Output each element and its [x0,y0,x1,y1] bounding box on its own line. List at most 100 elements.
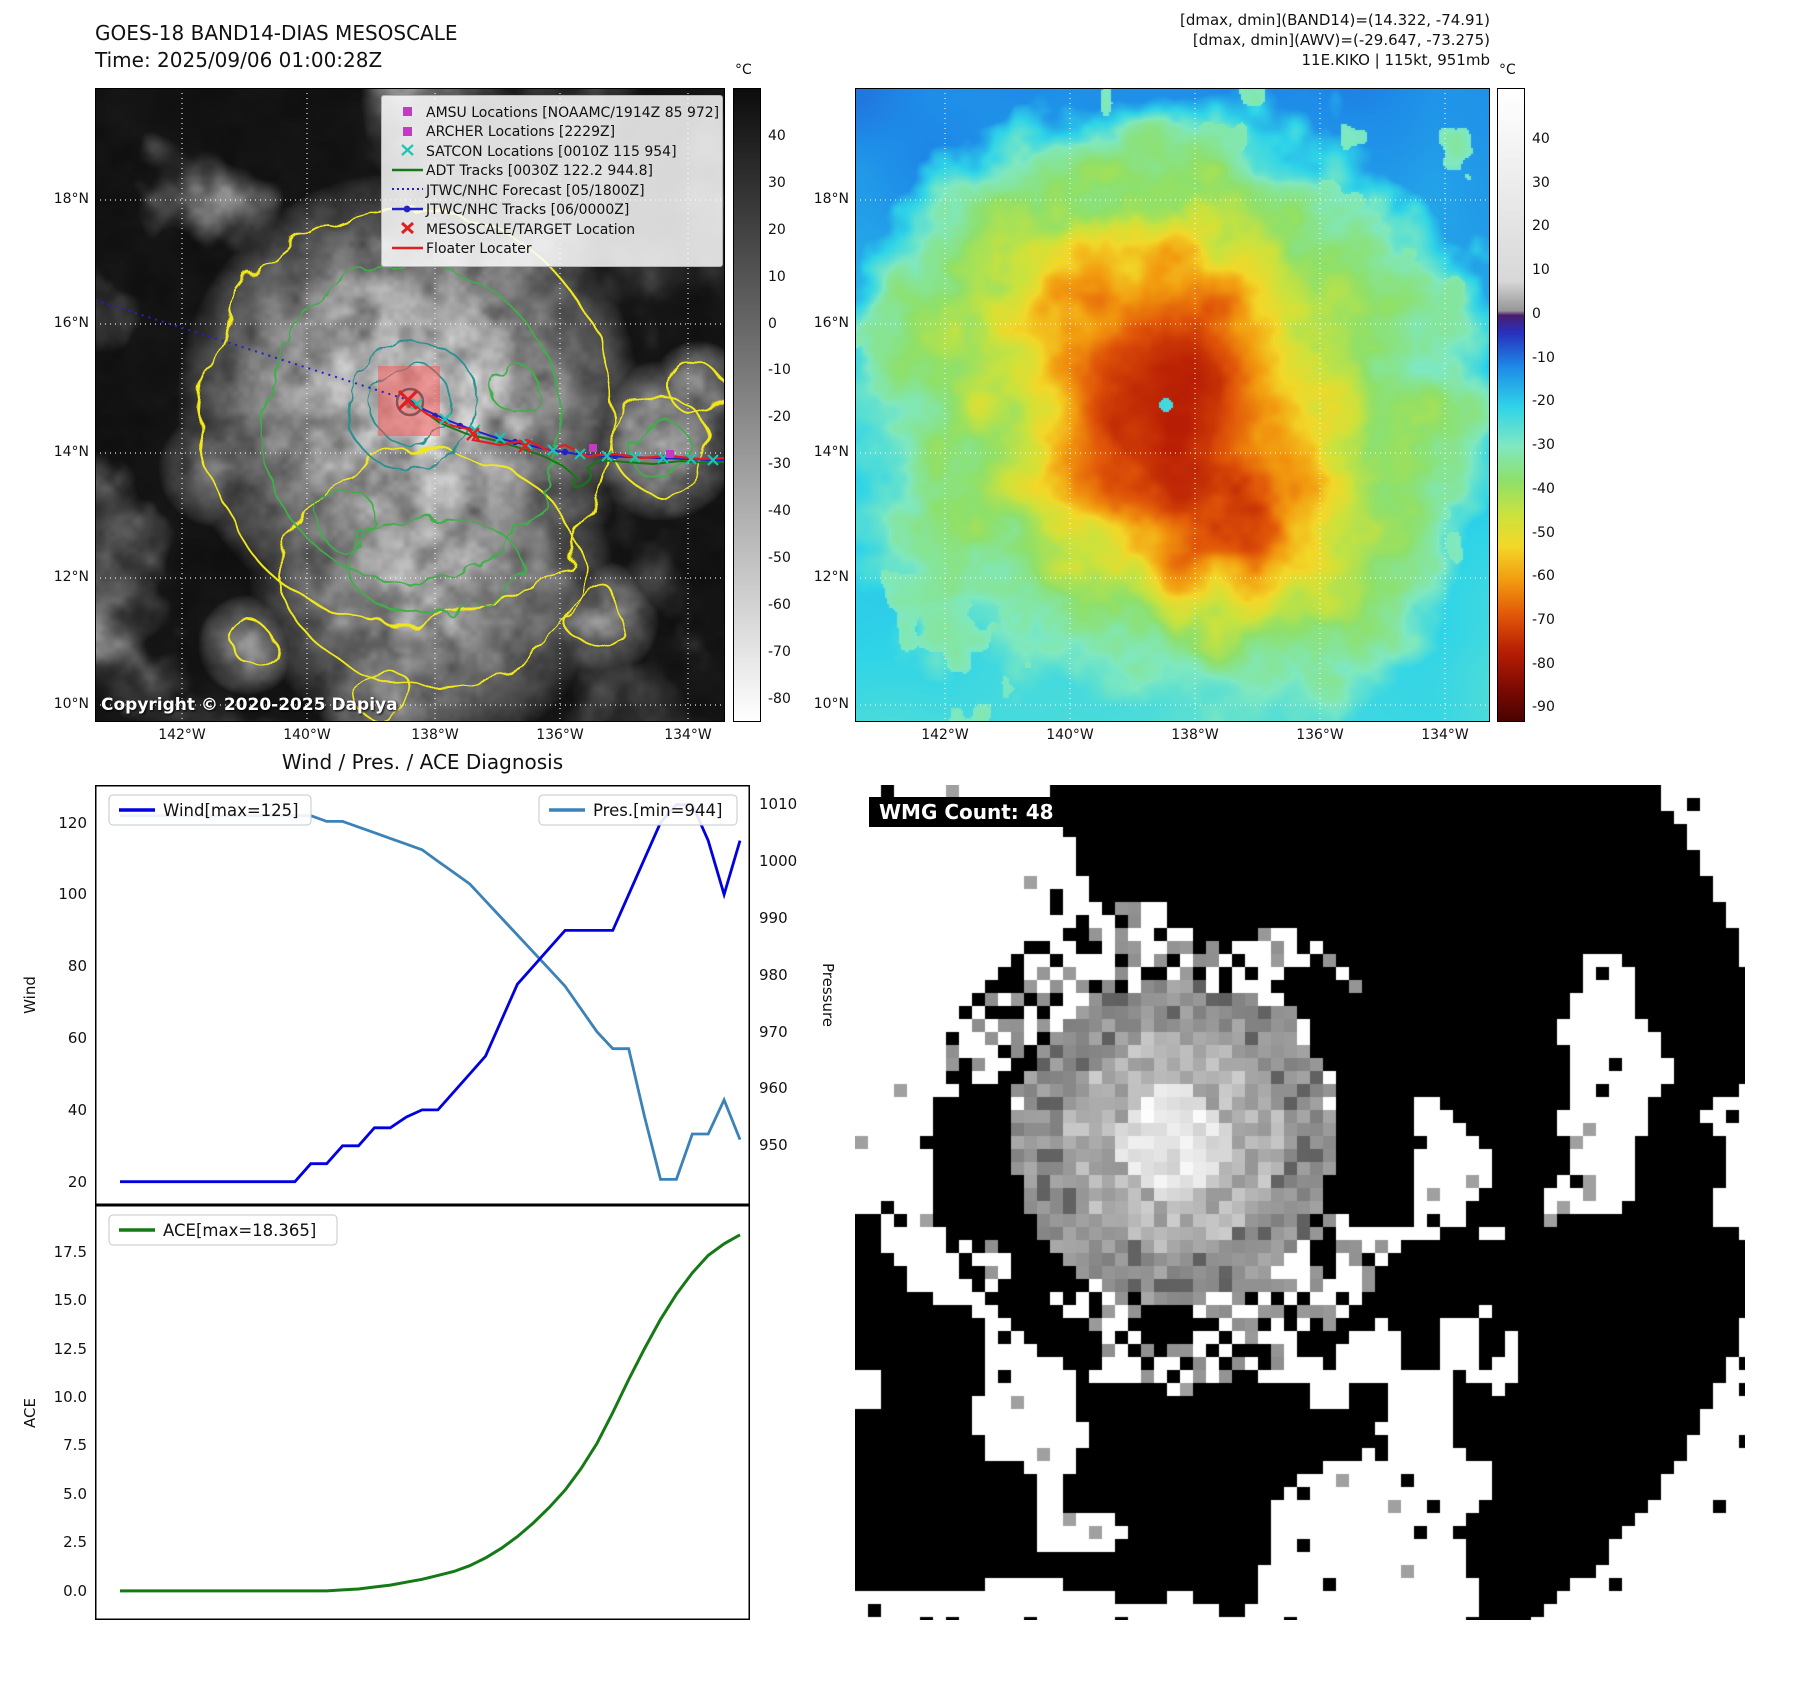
ace-chart: ACE[max=18.365] [95,1205,750,1620]
band14-colorbar [733,88,761,722]
legend-marker-line-icon [390,240,426,259]
awv-header-block: [dmax, dmin](BAND14)=(14.322, -74.91) [d… [1180,10,1490,70]
lon-label: 140°W [283,727,331,743]
lon-label: 134°W [1421,727,1469,743]
wind-ytick-label: 120 [58,813,87,832]
pressure-legend: Pres.[min=944] [538,794,738,826]
colorbar-tick-label: -60 [1532,568,1555,585]
wind-axis-label: Wind [21,976,39,1014]
pressure-axis-label: Pressure [819,962,837,1028]
mesoscale-target-markers [397,389,532,453]
colorbar-tick-label: -60 [768,597,791,614]
legend-item: JTWC/NHC Forecast [05/1800Z] [390,181,714,201]
wind-ytick-label: 40 [67,1100,87,1119]
lat-label: 18°N [813,191,849,207]
ace-line [120,1233,741,1593]
legend-item-label: MESOSCALE/TARGET Location [426,221,636,238]
colorbar-tick-label: -40 [768,503,791,520]
map-frame [855,88,1490,722]
legend-item: AMSU Locations [NOAAMC/1914Z 85 972] [390,103,719,123]
wind-pressure-chart: Wind[max=125] Pres.[min=944] [95,785,750,1205]
legend-marker-x-bold-icon [390,220,426,239]
ir-contours-yellow [202,207,720,722]
ace-ytick-label: 5.0 [63,1484,87,1503]
colorbar-tick-label: -80 [1532,655,1555,672]
pressure-ytick-label: 990 [759,908,788,927]
band14-colorbar-unit: °C [735,62,752,78]
lon-label: 142°W [921,727,969,743]
awv-header-band14: [dmax, dmin](BAND14)=(14.322, -74.91) [1179,11,1490,29]
adt-track-line [407,399,725,488]
copyright-label: Copyright © 2020-2025 Dapiya [101,695,398,715]
colorbar-tick-label: -70 [1532,611,1555,628]
awv-satellite-image [855,88,1490,722]
pressure-ytick-label: 960 [759,1079,788,1098]
map-frame [95,88,725,722]
lon-label: 138°W [1171,727,1219,743]
lat-label: 16°N [53,315,89,331]
colorbar-tick-label: -40 [1532,480,1555,497]
wind-ytick-label: 20 [67,1172,87,1191]
legend-marker-line-dot-icon [390,201,426,220]
colorbar-tick-label: 20 [768,221,786,238]
legend-item: ARCHER Locations [2229Z] [390,123,714,143]
pressure-ytick-label: 1000 [759,852,798,871]
awv-satellite-map [855,88,1490,722]
amsu-archer-markers [589,444,674,458]
lat-label: 10°N [813,696,849,712]
ace-ytick-label: 10.0 [53,1387,87,1406]
pressure-legend-label: Pres.[min=944] [593,801,722,820]
lat-label: 16°N [813,315,849,331]
ace-ytick-label: 7.5 [63,1436,87,1455]
ace-ytick-label: 17.5 [53,1242,87,1261]
awv-colorbar-unit: °C [1499,62,1516,78]
ace-ytick-label: 15.0 [53,1291,87,1310]
colorbar-tick-label: 0 [1532,305,1541,322]
legend-item-label: ARCHER Locations [2229Z] [426,124,616,141]
map-gridlines [855,88,1490,722]
lon-label: 138°W [411,727,459,743]
band14-time: Time: 2025/09/06 01:00:28Z [95,48,383,72]
colorbar-tick-label: 10 [1532,262,1550,279]
colorbar-tick-label: -30 [1532,437,1555,454]
legend-item-label: SATCON Locations [0010Z 115 954] [426,143,677,160]
legend-marker-square-icon [390,103,426,122]
lat-label: 10°N [53,696,89,712]
wmg-pixel-image [855,785,1745,1620]
band14-satellite-map: AMSU Locations [NOAAMC/1914Z 85 972] ARCH… [95,88,725,722]
awv-overlay [855,88,1490,722]
satcon-markers [411,398,719,466]
band14-title: GOES-18 BAND14-DIAS MESOSCALE [95,21,458,45]
chart-frame [95,1205,750,1620]
legend-marker-dotted-icon [390,181,426,200]
jtwc-forecast-line [95,299,409,401]
legend-item: Floater Locater [390,240,714,260]
wind-ytick-label: 60 [67,1029,87,1048]
awv-colorbar [1497,88,1525,722]
lat-label: 18°N [53,191,89,207]
wmg-panel: WMG Count: 48 [855,785,1745,1620]
legend-item: SATCON Locations [0010Z 115 954] [390,142,714,162]
ir-contours-teal [346,339,480,473]
chart-frame [95,785,750,1205]
pressure-ytick-label: 1010 [759,795,798,814]
legend-marker-square-icon [390,123,426,142]
lat-label: 12°N [813,569,849,585]
colorbar-tick-label: 0 [768,315,777,332]
colorbar-tick-label: -30 [768,456,791,473]
wind-line [120,803,742,1184]
band14-title-block: GOES-18 BAND14-DIAS MESOSCALE Time: 2025… [95,20,458,74]
band14-legend: AMSU Locations [NOAAMC/1914Z 85 972] ARCH… [381,95,723,267]
lon-label: 142°W [158,727,206,743]
colorbar-tick-label: -50 [1532,524,1555,541]
wind-legend-label: Wind[max=125] [163,801,299,820]
legend-item-label: Floater Locater [426,241,532,258]
ace-ytick-label: 12.5 [53,1339,87,1358]
pressure-ytick-label: 980 [759,965,788,984]
colorbar-tick-label: -10 [768,362,791,379]
legend-item: MESOSCALE/TARGET Location [390,220,714,240]
legend-item-label: AMSU Locations [NOAAMC/1914Z 85 972] [426,104,720,121]
legend-item: ADT Tracks [0030Z 122.2 944.8] [390,162,714,182]
colorbar-tick-label: -20 [768,409,791,426]
colorbar-tick-label: 20 [1532,218,1550,235]
